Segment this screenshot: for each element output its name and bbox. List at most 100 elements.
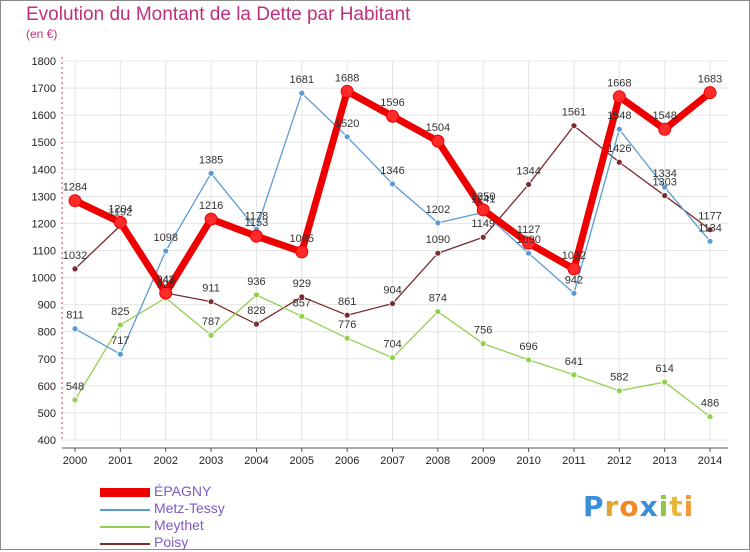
data-point xyxy=(661,378,669,386)
data-label: 1095 xyxy=(290,233,314,245)
x-tick-label: 2005 xyxy=(290,455,314,467)
data-label: 1177 xyxy=(698,211,722,223)
data-label: 904 xyxy=(383,285,401,297)
y-tick-label: 1400 xyxy=(32,164,56,176)
data-point xyxy=(525,249,532,257)
legend-label: Poisy xyxy=(154,534,189,550)
data-point xyxy=(706,226,714,234)
data-point xyxy=(522,236,536,250)
x-tick-label: 2007 xyxy=(380,455,404,467)
data-label: 1683 xyxy=(698,74,722,86)
data-label: 1504 xyxy=(426,122,450,134)
y-tick-label: 600 xyxy=(38,381,56,393)
data-label: 936 xyxy=(247,276,265,288)
x-tick-label: 2004 xyxy=(244,455,268,467)
y-tick-label: 400 xyxy=(38,435,56,447)
data-label: 1032 xyxy=(63,250,87,262)
data-label: 1241 xyxy=(471,193,495,205)
x-tick-label: 2013 xyxy=(652,455,676,467)
y-tick-label: 900 xyxy=(38,300,56,312)
data-point xyxy=(661,192,669,199)
data-point xyxy=(570,371,578,379)
data-label: 1596 xyxy=(380,97,404,109)
data-label: 1250 xyxy=(471,191,495,203)
legend-label: ÉPAGNY xyxy=(154,483,212,499)
data-label: 911 xyxy=(202,283,220,295)
data-label: 1127 xyxy=(517,224,541,236)
data-label: 1149 xyxy=(471,218,495,230)
legend-swatch xyxy=(100,488,150,497)
data-point xyxy=(389,300,396,307)
data-label: 1090 xyxy=(516,234,540,246)
data-point xyxy=(434,308,442,316)
data-label: 1334 xyxy=(652,168,676,180)
data-label: 1202 xyxy=(426,204,450,216)
data-point xyxy=(253,291,260,299)
data-point xyxy=(434,249,442,257)
y-tick-label: 1200 xyxy=(32,218,56,230)
data-point xyxy=(298,312,306,320)
data-point xyxy=(207,331,215,339)
data-point xyxy=(71,265,79,273)
data-point xyxy=(389,354,396,362)
y-tick-label: 1600 xyxy=(32,110,56,122)
data-point xyxy=(389,180,396,188)
data-label: 1520 xyxy=(335,118,359,130)
y-tick-label: 1300 xyxy=(32,191,56,203)
data-label: 1134 xyxy=(698,222,722,234)
x-tick-label: 2009 xyxy=(471,455,495,467)
data-point xyxy=(113,215,127,229)
y-tick-label: 800 xyxy=(38,327,56,339)
data-label: 1098 xyxy=(153,232,177,244)
data-point xyxy=(253,320,260,328)
data-label: 548 xyxy=(66,381,84,393)
legend-swatch xyxy=(100,509,150,511)
data-label: 614 xyxy=(656,363,674,375)
data-label: 787 xyxy=(202,316,220,328)
legend: ÉPAGNY Metz-Tessy Meythet Poisy xyxy=(100,483,340,552)
data-point xyxy=(207,298,215,306)
data-point xyxy=(71,396,79,404)
data-label: 756 xyxy=(474,325,492,337)
data-point xyxy=(340,84,354,98)
data-point xyxy=(525,356,532,364)
data-label: 1426 xyxy=(607,143,631,155)
data-label: 1090 xyxy=(426,234,450,246)
data-label: 1303 xyxy=(652,177,676,189)
y-tick-label: 1000 xyxy=(32,273,56,285)
data-point xyxy=(431,134,445,148)
data-point xyxy=(298,293,306,301)
data-label: 861 xyxy=(338,296,356,308)
data-point xyxy=(71,325,79,333)
data-label: 825 xyxy=(111,306,129,318)
data-label: 1344 xyxy=(516,165,540,177)
data-label: 1548 xyxy=(652,110,676,122)
data-point xyxy=(706,413,714,421)
data-point xyxy=(295,245,309,259)
data-label: 874 xyxy=(429,293,447,305)
y-tick-label: 1700 xyxy=(32,83,56,95)
data-point xyxy=(615,158,623,166)
data-point xyxy=(298,89,306,97)
x-tick-label: 2014 xyxy=(698,455,722,467)
data-point xyxy=(343,133,351,141)
data-label: 1284 xyxy=(63,182,87,194)
data-point xyxy=(615,125,623,133)
data-label: 1681 xyxy=(290,74,314,86)
data-label: 943 xyxy=(157,274,175,286)
data-label: 1192 xyxy=(109,207,133,219)
data-point xyxy=(386,109,400,123)
legend-label: Metz-Tessy xyxy=(154,500,225,516)
data-label: 717 xyxy=(111,335,129,347)
legend-item: Meythet xyxy=(100,517,340,535)
data-label: 1346 xyxy=(380,165,404,177)
data-point xyxy=(116,321,124,329)
data-label: 1688 xyxy=(335,72,359,84)
data-point xyxy=(204,212,218,226)
data-label: 925 xyxy=(157,279,175,291)
series-points-layer xyxy=(68,84,717,421)
x-tick-label: 2011 xyxy=(562,455,586,467)
data-label: 1216 xyxy=(199,200,223,212)
unit-label: (en €) xyxy=(26,27,58,41)
data-point xyxy=(706,237,714,245)
